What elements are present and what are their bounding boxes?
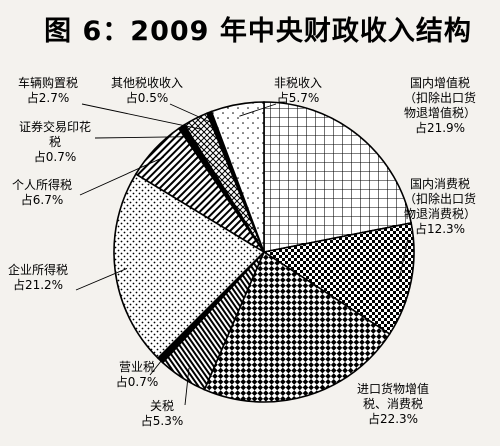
slice-label-line: 占0.7% (34, 149, 77, 164)
slice-label-line: 关税 (150, 399, 174, 413)
slice-label-line: 证券交易印花 (19, 119, 91, 134)
leader-line (184, 367, 190, 406)
slice-label-line: 非税收入 (274, 76, 322, 90)
slice-label-line: 其他税收收入 (111, 76, 183, 90)
leader-line (75, 267, 128, 291)
slice-label: 个人所得税占6.7% (12, 177, 72, 207)
leader-line (149, 351, 169, 376)
pie-slice (210, 101, 265, 253)
leader-lines (75, 103, 409, 406)
pie-slice (203, 250, 391, 403)
slice-label-line: 税 (49, 135, 61, 149)
slice-label-line: 国内增值税 (410, 75, 470, 90)
slice-label-line: 占0.5% (126, 90, 169, 105)
slice-label: 其他税收收入占0.5% (111, 76, 183, 105)
slice-label: 营业税占0.7% (116, 360, 159, 389)
leader-line (79, 156, 164, 196)
slice-label-line: 进口货物增值 (357, 381, 429, 396)
pie-slice (113, 172, 266, 360)
slice-label: 企业所得税占21.2% (8, 262, 68, 292)
slice-label-line: 物退消费税） (404, 207, 476, 221)
slice-label-line: 税、消费税 (363, 397, 423, 411)
slice-label-line: 占22.3% (368, 411, 418, 426)
slice-label-line: 占21.2% (13, 277, 63, 292)
pie-slice (263, 101, 413, 253)
slice-label-line: 占21.9% (415, 120, 465, 135)
pie-slice (261, 222, 415, 336)
leader-line (81, 103, 202, 130)
slice-label-line: 占5.3% (141, 413, 184, 428)
leader-line (399, 237, 409, 279)
slice-label-line: 营业税 (119, 360, 155, 374)
slice-label-line: 占12.3% (415, 221, 465, 236)
leader-line (169, 103, 214, 124)
slice-label-line: （扣除出口货 (404, 191, 476, 206)
slice-label: 车辆购置税占2.7% (18, 75, 78, 105)
leader-line (94, 136, 189, 139)
pie-slices (113, 101, 415, 403)
slice-label-line: 占6.7% (21, 192, 64, 207)
slice-labels: 国内增值税（扣除出口货物退增值税）占21.9%国内消费税（扣除出口货物退消费税）… (8, 75, 476, 428)
slice-label: 证券交易印花税占0.7% (19, 119, 91, 164)
chart-title: 图 6：2009 年中央财政收入结构 (44, 15, 472, 47)
slice-label: 非税收入占5.7% (274, 76, 322, 105)
slice-label-line: （扣除出口货 (404, 90, 476, 105)
slice-label: 关税占5.3% (141, 399, 184, 428)
slice-label-line: 占2.7% (27, 90, 70, 105)
slice-label-line: 企业所得税 (8, 262, 68, 277)
slice-label-line: 物退增值税） (404, 105, 476, 120)
slice-label-line: 个人所得税 (12, 177, 72, 192)
slice-label-line: 占5.7% (277, 90, 320, 105)
slice-label: 进口货物增值税、消费税占22.3% (357, 381, 429, 426)
slice-label-line: 占0.7% (116, 374, 159, 389)
slice-label: 国内增值税（扣除出口货物退增值税）占21.9% (404, 75, 476, 135)
slice-label-line: 车辆购置税 (18, 75, 78, 90)
leader-line (239, 103, 277, 117)
slice-label-line: 国内消费税 (410, 177, 470, 191)
slice-label: 国内消费税（扣除出口货物退消费税）占12.3% (404, 177, 476, 236)
